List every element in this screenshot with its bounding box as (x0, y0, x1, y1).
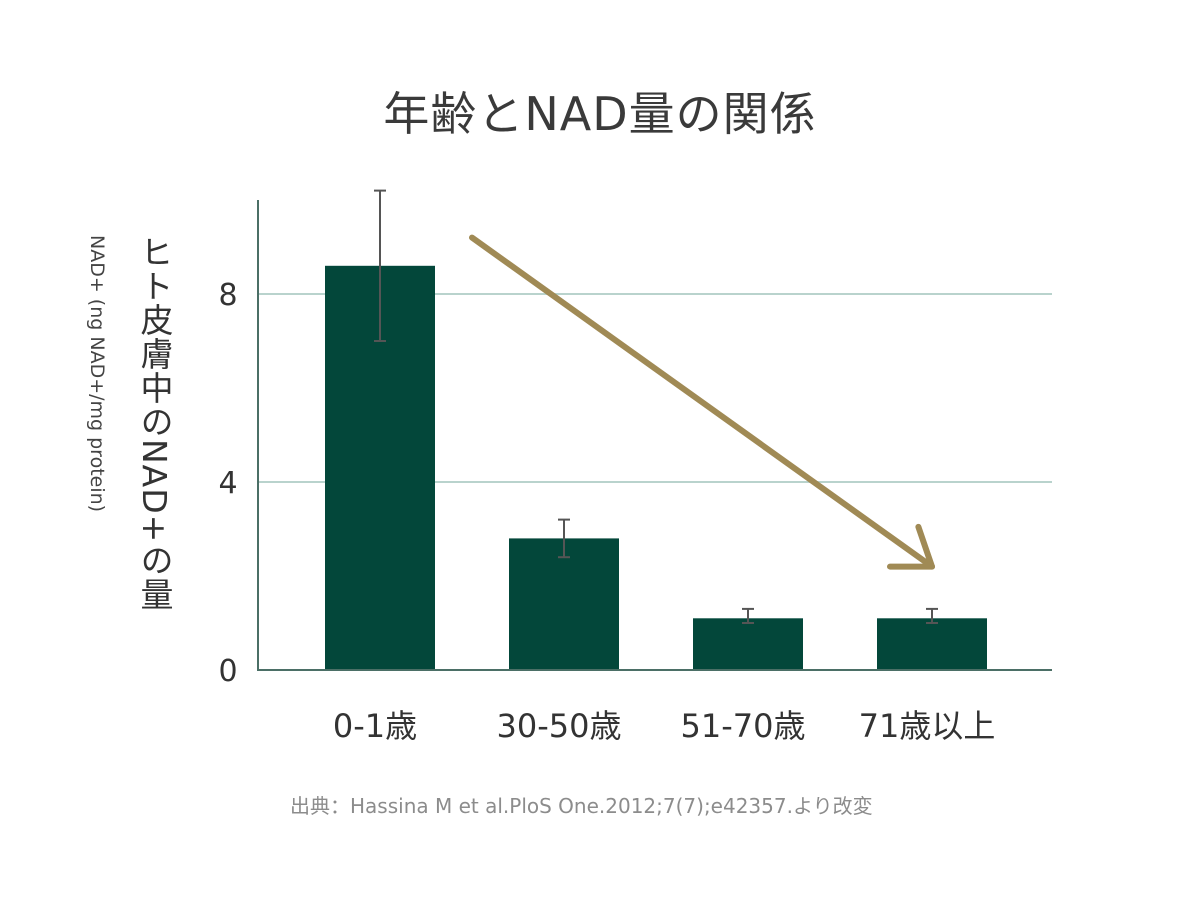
x-category-label-4: 71歳以上 (859, 707, 996, 745)
y-axis-label: ヒト皮膚中のNAD+の量 (135, 235, 174, 612)
x-category-label-2: 30-50歳 (497, 707, 622, 745)
y-axis-label-group: ヒト皮膚中のNAD+の量 NAD+ (ng NAD+/mg protein) (60, 235, 195, 675)
error-bar-4 (926, 607, 938, 624)
x-category-label-1: 0-1歳 (333, 707, 417, 745)
y-tick-labels: 0 4 8 (218, 278, 237, 689)
y-tick-label-8: 8 (218, 278, 237, 313)
source-citation: 出典：Hassina M et al.PloS One.2012;7(7);e4… (290, 794, 873, 818)
trend-arrow (469, 234, 935, 570)
error-bar-1 (374, 189, 386, 342)
chart-title: 年齢とNAD量の関係 (383, 87, 817, 141)
bar-4 (877, 618, 987, 670)
axes (257, 200, 1052, 671)
bars (325, 265, 987, 670)
error-bars (374, 189, 938, 624)
x-category-labels: 0-1歳 30-50歳 51-70歳 71歳以上 (333, 707, 996, 745)
y-tick-label-4: 4 (218, 466, 237, 501)
bar-3 (693, 618, 803, 670)
error-bar-3 (742, 607, 754, 624)
y-tick-label-0: 0 (218, 654, 237, 689)
error-bar-2 (558, 518, 570, 559)
trend-arrow-head (887, 523, 935, 570)
y-axis-unit-label: NAD+ (ng NAD+/mg protein) (86, 235, 108, 513)
x-category-label-3: 51-70歳 (681, 707, 806, 745)
trend-arrow-shaft (469, 234, 935, 570)
bar-2 (509, 538, 619, 670)
